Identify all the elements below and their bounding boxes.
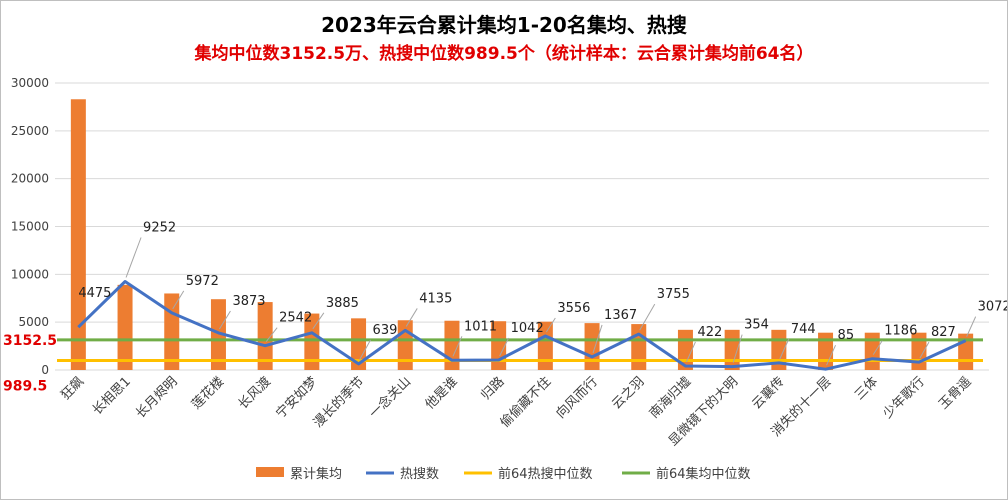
legend-label: 热搜数 — [400, 467, 439, 482]
category-label: 偷偷藏不住 — [498, 374, 555, 431]
data-label-leader — [359, 339, 371, 361]
legend-label: 前64集均中位数 — [656, 466, 751, 482]
data-label-leader — [172, 290, 185, 310]
category-label: 玉骨遥 — [936, 374, 974, 412]
data-label: 3072 — [978, 300, 1007, 315]
bar — [70, 99, 86, 370]
data-label: 1042 — [511, 321, 544, 336]
category-label: 云襄传 — [749, 374, 788, 413]
legend-label: 前64热搜中位数 — [498, 466, 593, 482]
category-label: 莲花楼 — [188, 374, 227, 413]
y-tick-label: 25000 — [11, 124, 49, 138]
category-label: 他是谁 — [423, 374, 461, 412]
data-label: 2542 — [279, 311, 312, 326]
data-label: 354 — [744, 318, 769, 333]
data-label: 1011 — [464, 319, 497, 334]
data-label-leader — [499, 337, 510, 357]
bar — [818, 332, 834, 370]
data-label-leader — [265, 327, 278, 342]
data-label-leader — [685, 341, 696, 363]
data-label: 3873 — [232, 294, 265, 309]
data-label-leader — [452, 336, 463, 357]
data-label-leader — [125, 237, 142, 278]
data-label-leader — [966, 316, 977, 337]
bar — [351, 318, 367, 370]
chart-subtitle: 集均中位数3152.5万、热搜中位数989.5个（统计样本：云合累计集均前64名… — [194, 44, 814, 64]
y-tick-label: 10000 — [11, 267, 49, 281]
category-label: 宁安如梦 — [273, 374, 321, 422]
y-tick-label: 15000 — [11, 220, 49, 234]
data-label-leader — [826, 344, 837, 366]
bar — [584, 323, 600, 370]
data-label: 85 — [838, 328, 855, 343]
category-label: 狂飙 — [57, 374, 87, 404]
data-label-leader — [639, 303, 656, 331]
y-tick-label: 20000 — [11, 172, 49, 186]
data-label: 3885 — [326, 296, 359, 311]
category-label: 少年歌行 — [880, 374, 927, 421]
data-label: 744 — [791, 322, 816, 337]
ref-value-label: 3152.5 — [3, 333, 57, 349]
bar — [397, 320, 413, 370]
legend-swatch — [256, 467, 284, 477]
data-label-leader — [732, 334, 743, 363]
data-label: 1367 — [604, 308, 637, 323]
category-label: 长风渡 — [235, 374, 274, 413]
data-label-leader — [405, 308, 418, 327]
data-label-leader — [919, 341, 930, 359]
bar — [444, 320, 460, 370]
data-label: 1186 — [884, 324, 917, 339]
bar — [537, 321, 553, 370]
data-label-leader — [592, 324, 603, 354]
category-label: 三体 — [852, 374, 881, 403]
bar — [117, 284, 133, 370]
data-label-leader — [219, 310, 231, 330]
data-label-leader — [545, 317, 556, 333]
legend-label: 累计集均 — [290, 466, 342, 482]
y-tick-label: 0 — [41, 363, 49, 377]
bar — [210, 299, 226, 370]
data-label-leader — [872, 340, 883, 355]
category-label: 归路 — [478, 374, 508, 404]
y-tick-label: 5000 — [18, 315, 49, 329]
ref-value-label: 989.5 — [3, 379, 47, 395]
bar — [631, 324, 647, 370]
category-label: 南海归墟 — [646, 374, 694, 422]
bar — [164, 293, 180, 370]
bar — [864, 332, 880, 370]
data-label: 4475 — [78, 286, 111, 301]
chart-title: 2023年云合累计集均1-20名集均、热搜 — [321, 13, 687, 37]
bar — [304, 313, 320, 370]
data-label-leader — [779, 338, 790, 360]
category-label: 长相思1 — [90, 374, 134, 418]
category-label: 漫长的季节 — [310, 374, 367, 431]
data-label: 639 — [373, 323, 398, 338]
data-label: 4135 — [419, 291, 452, 306]
category-label: 长月烬明 — [132, 374, 180, 422]
data-label: 422 — [697, 325, 722, 340]
category-label: 云之羽 — [609, 374, 647, 412]
data-label: 9252 — [143, 220, 176, 235]
line-series-hot-search — [77, 280, 967, 371]
data-label: 5972 — [186, 274, 219, 289]
data-label: 3556 — [557, 301, 590, 316]
data-label: 827 — [931, 325, 956, 340]
data-label-leader — [312, 312, 325, 330]
category-label: 一念关山 — [366, 374, 414, 422]
category-label: 向风而行 — [553, 374, 601, 422]
y-tick-label: 30000 — [11, 76, 49, 90]
bar — [257, 302, 273, 370]
data-label: 3755 — [657, 287, 690, 302]
